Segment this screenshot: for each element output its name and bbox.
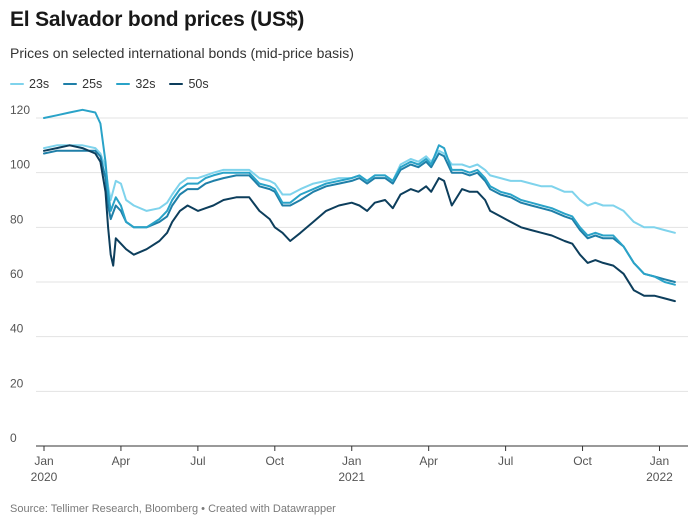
x-tick-label-6: Jul (498, 454, 513, 468)
x-tick-sublabel-8: 2022 (646, 470, 673, 484)
series-line-25s (43, 149, 676, 283)
legend-swatch-23s (10, 82, 24, 86)
source-note: Source: Tellimer Research, Bloomberg • C… (10, 503, 336, 515)
x-tick-label-5: Apr (419, 454, 438, 468)
y-tick-label-100: 100 (10, 158, 30, 172)
line-chart: 0 20 40 60 80 100 120 Jan 2020 Apr Jul Oct Jan 2021 Ap… (10, 103, 688, 484)
x-tick-label-4: Jan (342, 454, 361, 468)
x-tick-sublabel-0: 2020 (31, 470, 58, 484)
legend-item-50s[interactable]: 50s (169, 77, 209, 91)
legend-item-23s[interactable]: 23s (10, 77, 49, 91)
y-tick-label-0: 0 (10, 431, 17, 445)
chart-subtitle: Prices on selected international bonds (… (10, 45, 354, 61)
x-tick-label-7: Oct (573, 454, 592, 468)
legend: 23s 25s 32s 50s (10, 77, 209, 91)
x-tick-label-2: Jul (190, 454, 205, 468)
y-tick-label-80: 80 (10, 212, 24, 226)
series-line-32s (43, 108, 676, 286)
legend-label-25s: 25s (82, 77, 103, 91)
legend-label-32s: 32s (135, 77, 156, 91)
x-tick-label-1: Apr (112, 454, 131, 468)
x-tick-label-3: Oct (265, 454, 284, 468)
legend-item-25s[interactable]: 25s (63, 77, 102, 91)
chart-title: El Salvador bond prices (US$) (10, 8, 305, 31)
legend-item-32s[interactable]: 32s (116, 77, 155, 91)
series-line-50s (43, 144, 676, 303)
y-tick-label-40: 40 (10, 322, 24, 336)
y-tick-label-20: 20 (10, 376, 24, 390)
legend-swatch-25s (63, 82, 78, 86)
x-tick-label-8: Jan (650, 454, 669, 468)
y-tick-label-60: 60 (10, 267, 24, 281)
series-line-23s (43, 144, 676, 234)
legend-swatch-32s (116, 82, 131, 86)
x-tick-label-0: Jan (34, 454, 53, 468)
x-tick-sublabel-4: 2021 (338, 470, 365, 484)
y-tick-label-120: 120 (10, 103, 30, 117)
legend-swatch-50s (169, 82, 184, 86)
legend-label-50s: 50s (188, 77, 209, 91)
legend-label-23s: 23s (29, 77, 50, 91)
